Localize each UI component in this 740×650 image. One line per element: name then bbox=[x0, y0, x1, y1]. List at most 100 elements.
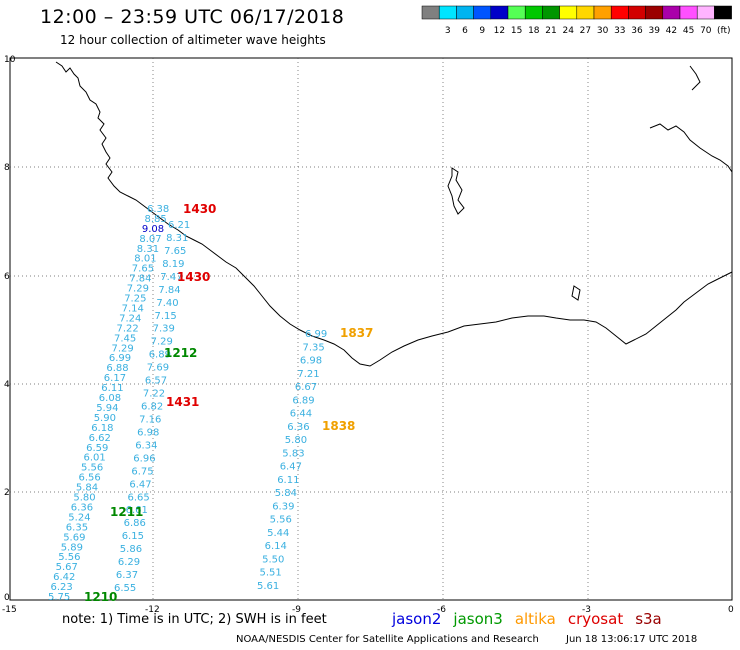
coastline bbox=[55, 61, 733, 367]
wave-height-value: 6.39 bbox=[272, 501, 294, 512]
legend-label: 33 bbox=[614, 26, 625, 36]
y-tick: 2 bbox=[4, 488, 10, 498]
credit-text: NOAA/NESDIS Center for Satellite Applica… bbox=[236, 634, 539, 645]
legend-label: 27 bbox=[580, 26, 591, 36]
wave-height-value: 6.08 bbox=[99, 393, 121, 404]
wave-height-value: 6.96 bbox=[133, 453, 155, 464]
footer-note: note: 1) Time is in UTC; 2) SWH is in fe… bbox=[62, 612, 327, 627]
wave-height-value: 7.65 bbox=[132, 264, 154, 275]
legend-label: 30 bbox=[597, 26, 609, 36]
wave-height-value: 5.84 bbox=[76, 483, 98, 494]
wave-height-value: 5.83 bbox=[282, 448, 304, 459]
wave-height-value: 5.61 bbox=[257, 581, 279, 592]
wave-height-value: 6.99 bbox=[109, 353, 131, 364]
satellite-label: altika bbox=[514, 610, 556, 628]
legend-swatch bbox=[662, 5, 681, 20]
legend-swatch bbox=[507, 5, 526, 20]
wave-height-value: 7.22 bbox=[117, 323, 139, 334]
wave-height-value: 6.29 bbox=[118, 557, 140, 568]
wave-height-value: 6.34 bbox=[135, 440, 157, 451]
wave-height-value: 6.88 bbox=[106, 363, 128, 374]
wave-height-value: 7.14 bbox=[122, 304, 144, 315]
wave-height-value: 6.38 bbox=[147, 204, 169, 215]
wave-height-value: 7.29 bbox=[151, 337, 173, 348]
pass-time-label: 1431 bbox=[166, 395, 199, 409]
wave-height-value: 7.22 bbox=[143, 389, 165, 400]
legend-swatch bbox=[679, 5, 698, 20]
island-outline bbox=[571, 285, 581, 301]
wave-height-value: 7.24 bbox=[119, 313, 141, 324]
wave-height-value: 8.07 bbox=[139, 234, 161, 245]
legend-unit: (ft) bbox=[717, 26, 731, 36]
pass-time-label: 1838 bbox=[322, 419, 355, 433]
wave-height-value: 5.56 bbox=[81, 463, 103, 474]
wave-height-value: 6.35 bbox=[66, 522, 88, 533]
wave-height-tracks: 6.388.859.088.078.318.017.657.847.297.25… bbox=[48, 204, 327, 603]
satellite-label: cryosat bbox=[567, 610, 624, 628]
legend-label: 18 bbox=[528, 26, 540, 36]
wave-height-value: 6.82 bbox=[141, 402, 163, 413]
wave-height-value: 7.25 bbox=[124, 294, 146, 305]
satellite-label: jason2 bbox=[392, 610, 442, 628]
wave-height-value: 5.75 bbox=[48, 592, 70, 603]
wave-height-value: 6.36 bbox=[287, 422, 309, 433]
wave-height-value: 5.80 bbox=[285, 435, 307, 446]
map-subtitle: 12 hour collection of altimeter wave hei… bbox=[60, 33, 326, 47]
wave-height-value: 7.65 bbox=[164, 246, 186, 257]
wave-height-value: 5.90 bbox=[94, 413, 116, 424]
wave-height-value: 6.89 bbox=[149, 350, 171, 361]
coastline-east bbox=[649, 123, 733, 173]
wave-height-value: 5.89 bbox=[61, 542, 83, 553]
wave-height-value: 6.86 bbox=[124, 518, 146, 529]
x-tick: -3 bbox=[582, 605, 591, 615]
river-outline bbox=[689, 65, 701, 91]
wave-height-value: 7.35 bbox=[303, 342, 325, 353]
wave-height-value: 6.11 bbox=[101, 383, 123, 394]
wave-height-value: 7.47 bbox=[160, 272, 182, 283]
wave-height-value: 6.57 bbox=[145, 376, 167, 387]
legend-swatch bbox=[645, 5, 664, 20]
y-tick: 0 bbox=[4, 593, 10, 603]
wave-height-value: 5.50 bbox=[262, 555, 284, 566]
y-tick: 10 bbox=[4, 55, 16, 65]
wave-height-value: 6.47 bbox=[129, 479, 151, 490]
legend-label: 24 bbox=[562, 26, 574, 36]
wave-height-value: 7.40 bbox=[156, 298, 178, 309]
wave-height-value: 5.56 bbox=[58, 552, 80, 563]
wave-height-value: 6.67 bbox=[295, 382, 317, 393]
wave-height-value: 8.31 bbox=[166, 233, 188, 244]
pass-time-label: 1837 bbox=[340, 326, 373, 340]
legend-swatch bbox=[490, 5, 509, 20]
y-tick: 4 bbox=[4, 380, 10, 390]
legend-label: 15 bbox=[511, 26, 522, 36]
legend-label: 9 bbox=[479, 26, 485, 36]
wave-height-value: 5.94 bbox=[96, 403, 118, 414]
x-tick: -12 bbox=[145, 605, 160, 615]
wave-height-value: 5.84 bbox=[275, 488, 297, 499]
legend-swatch bbox=[473, 5, 492, 20]
wave-height-value: 6.99 bbox=[305, 329, 327, 340]
wave-height-value: 7.29 bbox=[112, 343, 134, 354]
wave-height-value: 6.42 bbox=[53, 572, 75, 583]
wave-height-value: 5.24 bbox=[68, 512, 90, 523]
pass-times: 1430 1430 1837 1212 1431 1838 1211 1210 bbox=[84, 202, 373, 604]
pass-time-label: 1430 bbox=[183, 202, 216, 216]
legend-swatch bbox=[628, 5, 646, 20]
wave-height-value: 7.84 bbox=[129, 274, 151, 285]
wave-height-value: 7.16 bbox=[139, 415, 161, 426]
y-tick: 6 bbox=[4, 272, 10, 282]
legend-label: 39 bbox=[648, 26, 660, 36]
pass-time-label: 1210 bbox=[84, 590, 117, 604]
y-tick: 8 bbox=[4, 163, 10, 173]
wave-height-value: 6.75 bbox=[131, 466, 153, 477]
wave-height-value: 6.44 bbox=[290, 409, 312, 420]
wave-height-value: 5.67 bbox=[56, 562, 78, 573]
x-tick: -15 bbox=[2, 605, 17, 615]
legend-label: 42 bbox=[666, 26, 677, 36]
satellite-label: s3a bbox=[635, 610, 662, 628]
wave-height-value: 6.15 bbox=[122, 531, 144, 542]
wave-height-value: 6.01 bbox=[84, 453, 106, 464]
satellite-legend: jason2 jason3 altika cryosat s3a bbox=[392, 610, 662, 628]
wave-height-value: 6.47 bbox=[280, 462, 302, 473]
